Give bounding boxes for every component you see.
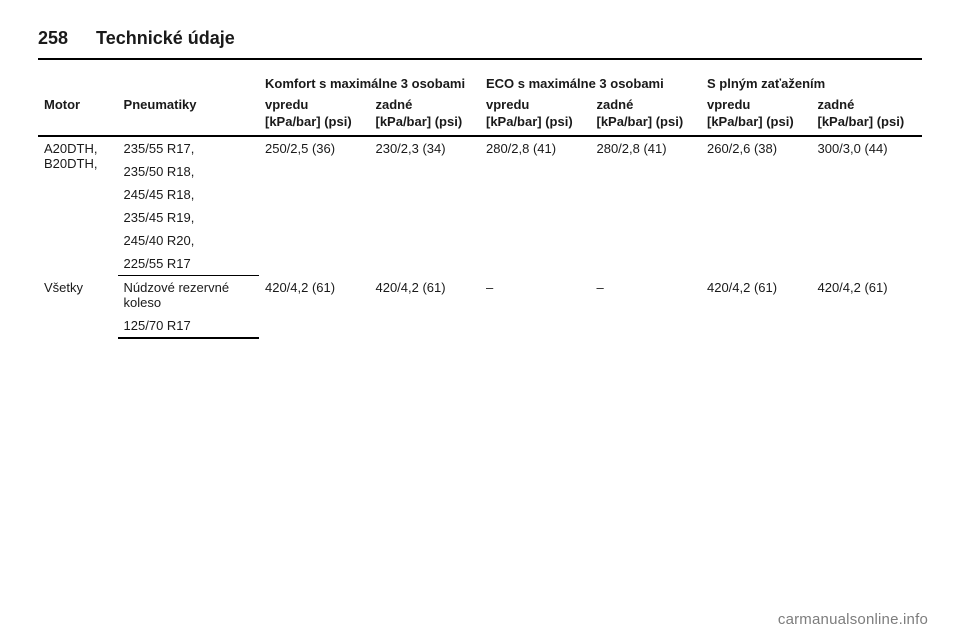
content: Komfort s maximálne 3 osobami ECO s maxi… [38,70,922,339]
value-cell: 230/2,3 (34) [369,136,480,276]
pneu-cell: Núdzové rezervné koleso [118,276,259,315]
col-rear-label: zadné [811,95,922,114]
unit-label: [kPa/bar] (psi) [480,114,591,136]
value-cell: 300/3,0 (44) [811,136,922,276]
table-row: A20DTH, B20DTH, 235/55 R17, 250/2,5 (36)… [38,136,922,160]
unit-label: [kPa/bar] (psi) [259,114,370,136]
col-front-label: vpredu [259,95,370,114]
tyre-pressure-table: Komfort s maximálne 3 osobami ECO s maxi… [38,70,922,339]
col-front-label: vpredu [480,95,591,114]
unit-label: [kPa/bar] (psi) [811,114,922,136]
unit-label: [kPa/bar] (psi) [369,114,480,136]
value-cell: – [590,276,701,339]
page: 258 Technické údaje Komfort s maximálne … [0,0,960,642]
page-header: 258 Technické údaje [38,28,922,56]
pneu-cell: 245/40 R20, [118,229,259,252]
table-subheader-row: Motor Pneumatiky vpredu zadné vpredu zad… [38,95,922,114]
footer-text: carmanualsonline.info [778,611,928,628]
col-motor-label: Motor [38,95,118,114]
group-label: ECO s maximálne 3 osobami [480,70,701,95]
motor-cell: A20DTH, B20DTH, [38,136,118,276]
group-label: Komfort s maximálne 3 osobami [259,70,480,95]
value-cell: 420/4,2 (61) [369,276,480,339]
col-rear-label: zadné [369,95,480,114]
col-rear-label: zadné [590,95,701,114]
pneu-cell: 245/45 R18, [118,183,259,206]
table-unit-row: [kPa/bar] (psi) [kPa/bar] (psi) [kPa/bar… [38,114,922,136]
unit-label: [kPa/bar] (psi) [590,114,701,136]
pneu-cell: 235/45 R19, [118,206,259,229]
value-cell: 280/2,8 (41) [590,136,701,276]
value-cell: 280/2,8 (41) [480,136,591,276]
pneu-cell: 235/50 R18, [118,160,259,183]
value-cell: 420/4,2 (61) [701,276,812,339]
table-group-header-row: Komfort s maximálne 3 osobami ECO s maxi… [38,70,922,95]
value-cell: 260/2,6 (38) [701,136,812,276]
pneu-cell: 125/70 R17 [118,314,259,338]
table-row: Všetky Núdzové rezervné koleso 420/4,2 (… [38,276,922,315]
value-cell: 250/2,5 (36) [259,136,370,276]
page-number: 258 [38,28,68,49]
unit-label: [kPa/bar] (psi) [701,114,812,136]
header-rule [38,58,922,60]
pneu-cell: 235/55 R17, [118,136,259,160]
value-cell: 420/4,2 (61) [259,276,370,339]
col-pneu-label: Pneumatiky [118,95,259,114]
group-label: S plným zaťažením [701,70,922,95]
pneu-cell: 225/55 R17 [118,252,259,276]
motor-cell: Všetky [38,276,118,339]
col-front-label: vpredu [701,95,812,114]
page-title: Technické údaje [96,28,235,49]
value-cell: 420/4,2 (61) [811,276,922,339]
value-cell: – [480,276,591,339]
